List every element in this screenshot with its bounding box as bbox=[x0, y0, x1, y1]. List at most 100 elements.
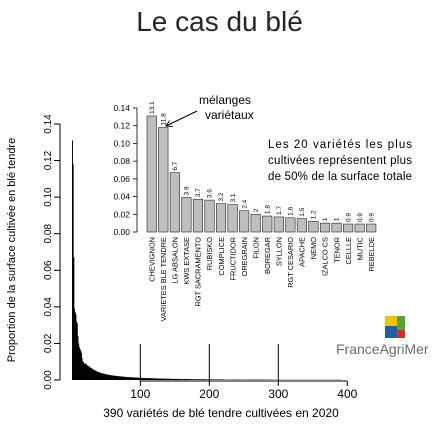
inset-value-label: 0.9 bbox=[368, 213, 375, 222]
inset-value-label: 0.9 bbox=[357, 213, 364, 222]
inset-bar bbox=[182, 197, 192, 232]
main-y-tick-label: 0.10 bbox=[43, 187, 54, 207]
inset-category-label: SYLLON bbox=[275, 237, 284, 266]
inset-category-label: BOREGAR bbox=[263, 237, 272, 274]
inset-bar bbox=[320, 223, 330, 232]
mixture-annotation: mélanges variétaux bbox=[166, 93, 254, 126]
inset-category-label: MUTIC bbox=[355, 236, 364, 260]
inset-category-label: TENOR bbox=[332, 237, 341, 263]
inset-bar bbox=[216, 204, 226, 232]
inset-bar bbox=[366, 224, 376, 232]
main-y-tick-label: 0.12 bbox=[43, 150, 54, 170]
inset-value-label: 1.8 bbox=[264, 205, 271, 214]
inset-bar bbox=[205, 200, 215, 232]
inset-bar bbox=[263, 216, 273, 232]
inset-value-label: 13.1 bbox=[149, 101, 156, 114]
inset-value-label: 1.7 bbox=[276, 206, 283, 215]
main-y-tick-label: 0.14 bbox=[43, 114, 54, 134]
inset-bar bbox=[239, 211, 249, 232]
inset-y-tick-label: 0.04 bbox=[113, 192, 130, 202]
inset-y-tick-label: 0.02 bbox=[113, 209, 130, 219]
inset-value-label: 3.1 bbox=[230, 193, 237, 202]
main-y-axis-label: Proportion de la surface cultivée en blé… bbox=[6, 138, 18, 362]
main-y-tick-label: 0.02 bbox=[43, 333, 54, 353]
inset-value-label: 3.9 bbox=[184, 186, 191, 195]
inset-bar bbox=[159, 127, 169, 232]
inset-bar bbox=[274, 217, 284, 232]
inset-category-label: VARIETES BLE TENDRE bbox=[159, 237, 168, 321]
inset-category-label: LG ABSALON bbox=[171, 237, 180, 283]
inset-y-tick-label: 0.08 bbox=[113, 156, 130, 166]
inset-value-label: 3.2 bbox=[218, 192, 225, 201]
inset-value-label: 1.6 bbox=[288, 206, 295, 215]
inset-y-axis: 0.00 0.02 0.04 0.06 0.08 0.10 0.12 0.14 bbox=[113, 103, 137, 237]
inset-value-label: 1 bbox=[334, 217, 341, 221]
inset-y-tick-label: 0.12 bbox=[113, 121, 130, 131]
inset-category-labels: CHEVIGNON VARIETES BLE TENDRE LG ABSALON KW… bbox=[147, 236, 375, 321]
inset-value-label: 1.5 bbox=[299, 207, 306, 216]
inset-category-label: RGT CESARIO bbox=[286, 237, 295, 288]
inset-category-label: RGT SACRAMENTO bbox=[194, 237, 203, 307]
inset-bar bbox=[332, 223, 342, 232]
inset-y-tick-label: 0.14 bbox=[113, 103, 130, 113]
inset-category-label: RUBISKO bbox=[205, 237, 214, 271]
mixture-arrow bbox=[166, 111, 197, 126]
inset-bar bbox=[355, 224, 365, 232]
main-x-tick-label: 300 bbox=[268, 387, 288, 401]
mixture-label-line-2: variétaux bbox=[205, 108, 254, 122]
main-y-tick-label: 0.08 bbox=[43, 224, 54, 244]
main-x-axis: 100 200 300 400 bbox=[130, 381, 357, 401]
note-line-2: cultivées représentent plus bbox=[268, 155, 412, 167]
inset-bar bbox=[309, 221, 319, 232]
main-x-tick-label: 200 bbox=[199, 387, 219, 401]
inset-bar bbox=[147, 116, 157, 232]
main-x-axis-label: 390 variétés de blé tendre cultivées en … bbox=[103, 406, 339, 420]
inset-category-label: FILON bbox=[251, 237, 260, 259]
inset-value-label: 2.4 bbox=[241, 199, 248, 208]
inset-value-label: 3.7 bbox=[195, 188, 202, 197]
inset-value-label: 3.6 bbox=[207, 189, 214, 198]
inset-y-tick-label: 0.00 bbox=[113, 227, 130, 237]
inset-value-label: 1 bbox=[322, 217, 329, 221]
mixture-label-line-1: mélanges bbox=[199, 93, 251, 107]
note-annotation: Les 20 variétés les plus cultivées repré… bbox=[268, 139, 412, 183]
inset-value-label: 6.7 bbox=[172, 161, 179, 170]
inset-y-tick-label: 0.06 bbox=[113, 174, 130, 184]
inset-category-label: NEMO bbox=[309, 237, 318, 259]
main-x-tick-label: 100 bbox=[130, 387, 150, 401]
note-line-3: de 50% de la surface totale bbox=[268, 171, 412, 183]
inset-bar bbox=[228, 205, 238, 232]
inset-bar bbox=[343, 224, 353, 232]
inset-category-label: FRUCTIDOR bbox=[228, 237, 237, 281]
inset-bar bbox=[170, 173, 180, 232]
main-y-tick-label: 0.00 bbox=[43, 370, 54, 390]
inset-category-label: CELLLE bbox=[344, 237, 353, 265]
main-y-tick-label: 0.06 bbox=[43, 260, 54, 280]
inset-category-label: REBELDE bbox=[367, 237, 376, 272]
note-line-1: Les 20 variétés les plus bbox=[268, 139, 412, 151]
main-y-axis: 0.00 0.02 0.04 0.06 0.08 0.10 0.12 0.14 bbox=[43, 114, 60, 390]
inset-value-label: 0.9 bbox=[345, 213, 352, 222]
inset-category-label: OREGRAIN bbox=[240, 237, 249, 276]
inset-value-label: 11.8 bbox=[161, 113, 168, 126]
logo-text: FranceAgriMer bbox=[336, 340, 429, 358]
inset-category-label: CHEVIGNON bbox=[147, 237, 156, 282]
inset-bar bbox=[251, 214, 261, 232]
inset-bar bbox=[286, 218, 296, 232]
franceagrimer-logo-icon bbox=[384, 315, 406, 339]
inset-category-label: IZALCO CS bbox=[321, 237, 330, 276]
inset-category-label: APACHE bbox=[298, 237, 307, 267]
main-x-tick-label: 400 bbox=[337, 387, 357, 401]
inset-category-label: KWS EXTASE bbox=[182, 237, 191, 285]
inset-y-tick-label: 0.10 bbox=[113, 138, 130, 148]
inset-value-label: 2 bbox=[253, 208, 260, 212]
inset-bar bbox=[193, 199, 203, 232]
inset-bar bbox=[297, 219, 307, 232]
inset-chart: 0.000.020.040.060.080.100.120.14 13.111.… bbox=[113, 101, 375, 321]
main-marker-lines bbox=[140, 344, 278, 381]
main-y-tick-label: 0.04 bbox=[43, 297, 54, 317]
inset-category-label: COMPLICE bbox=[217, 237, 226, 276]
inset-value-label: 1.2 bbox=[311, 210, 318, 219]
